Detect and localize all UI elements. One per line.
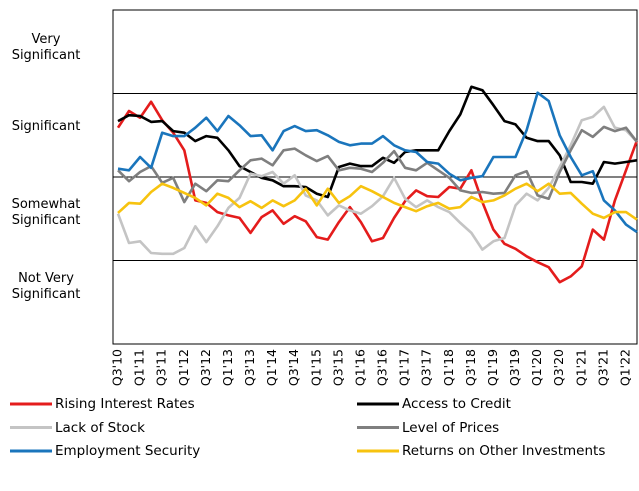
x-tick-label: Q3'21 [595,349,610,386]
y-tick-label: Very Significant [11,31,81,63]
y-tick-label: Not Very Significant [11,271,81,303]
x-tick-label: Q1'20 [529,349,544,386]
x-tick-label: Q1'19 [485,349,500,386]
series-line [117,125,639,204]
x-tick-label: Q3'17 [419,349,434,386]
x-tick-label: Q3'20 [551,349,566,386]
x-tick-label: Q1'15 [308,349,323,386]
x-tick-label: Q3'18 [463,349,478,386]
x-tick-label: Q1'21 [573,349,588,386]
series-line [117,182,638,221]
legend-label: Lack of Stock [55,419,145,436]
series-line [117,85,638,199]
x-tick-label: Q1'11 [132,349,147,386]
x-tick-label: Q3'15 [330,349,345,386]
legend-label: Returns on Other Investments [402,443,606,459]
x-tick-label: Q1'13 [220,349,235,386]
x-tick-label: Q1'12 [176,349,191,386]
x-tick-label: Q1'17 [397,349,412,386]
series-line [117,91,638,234]
x-tick-label: Q3'11 [154,349,169,386]
x-tick-label: Q1'16 [352,349,367,386]
x-tick-label: Q1'18 [441,349,456,386]
legend-label: Level of Prices [402,419,500,436]
series-line [116,105,638,256]
series-line [116,100,639,284]
x-tick-label: Q3'16 [375,349,390,386]
x-tick-label: Q3'14 [286,349,301,386]
legend-label: Access to Credit [402,396,511,412]
x-tick-label: Q1'22 [617,349,632,386]
x-tick-label: Q3'13 [242,349,257,386]
x-tick-label: Q1'14 [264,349,279,386]
y-tick-label: Somewhat Significant [11,196,81,228]
x-tick-label: Q3'19 [507,349,522,386]
legend-label: Rising Interest Rates [55,396,195,412]
x-tick-label: Q3'10 [110,349,125,386]
legend-label: Employment Security [55,443,201,459]
x-tick-label: Q3'12 [198,349,213,386]
y-tick-label: Significant [11,118,81,134]
